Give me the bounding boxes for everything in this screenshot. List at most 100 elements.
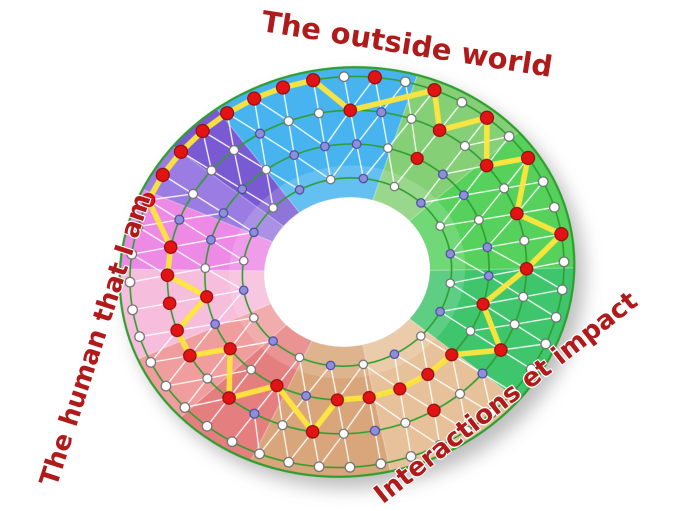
mesh-edge: [514, 323, 547, 345]
node-white: [277, 420, 288, 431]
mesh-edge: [368, 397, 406, 424]
mesh-edge: [233, 149, 267, 171]
node-purple: [237, 184, 248, 195]
mesh-edge: [449, 219, 480, 255]
node-white: [540, 338, 552, 350]
mesh-edge: [170, 239, 212, 248]
node-white: [283, 456, 295, 468]
node-purple: [301, 390, 311, 401]
mesh-edge: [165, 377, 208, 387]
node-red: [479, 110, 495, 125]
node-purple: [358, 173, 369, 184]
sector-green-light: [372, 74, 519, 221]
node-purple: [249, 408, 260, 419]
node-white: [416, 331, 426, 341]
mesh-edge: [204, 267, 245, 291]
node-white: [226, 436, 238, 448]
node-white: [537, 176, 549, 188]
mesh-edge: [184, 397, 230, 409]
mesh-edge: [214, 289, 245, 325]
mesh-edge: [487, 246, 527, 270]
sector-divider: [120, 268, 265, 272]
mesh-edge: [481, 373, 493, 414]
mesh-edge: [514, 316, 557, 325]
mesh-edge: [223, 212, 255, 233]
node-white: [518, 291, 529, 302]
node-white: [126, 248, 138, 260]
mesh-edge: [500, 343, 546, 351]
mesh-edge: [404, 422, 412, 457]
donut-group: [118, 66, 576, 478]
node-white: [160, 380, 172, 392]
mesh-edge: [380, 112, 389, 149]
node-white: [179, 402, 191, 413]
node-purple: [369, 425, 381, 436]
node-purple: [249, 227, 259, 238]
node-white: [325, 174, 336, 185]
mesh-edge: [439, 303, 484, 313]
node-white: [358, 359, 369, 370]
node-white: [549, 201, 560, 213]
node-red: [343, 103, 358, 118]
node-red: [476, 297, 490, 311]
mesh-edge: [330, 143, 358, 181]
mesh-edge: [253, 413, 261, 454]
node-white: [228, 145, 240, 156]
node-white: [188, 188, 199, 200]
node-white: [556, 284, 568, 296]
mesh-edge: [287, 121, 295, 156]
mesh-edge: [478, 187, 505, 221]
mesh-edge: [336, 363, 364, 401]
node-red: [427, 403, 441, 418]
mesh-edge: [440, 219, 479, 227]
mesh-edge: [318, 113, 326, 147]
mesh-edge: [210, 231, 255, 241]
node-purple: [389, 349, 400, 360]
mesh-edge: [265, 169, 300, 191]
mesh-edge: [487, 240, 525, 248]
mesh-edge: [179, 219, 212, 241]
mesh-edge: [305, 365, 332, 397]
mesh-edge: [463, 187, 505, 196]
node-white: [465, 326, 476, 336]
mesh-edge: [450, 246, 488, 255]
node-purple: [376, 107, 387, 118]
node-white: [400, 417, 411, 428]
node-red: [432, 123, 447, 138]
node-purple: [210, 319, 221, 329]
node-white: [550, 311, 562, 323]
node-red: [427, 83, 442, 98]
node-white: [485, 407, 497, 419]
sector-divider: [429, 267, 575, 271]
sector-green: [409, 131, 575, 271]
sector-rose-light: [137, 303, 287, 418]
node-red: [141, 193, 156, 208]
mesh-edge: [442, 145, 466, 175]
mesh-edge: [150, 329, 178, 363]
sector-divider: [216, 108, 300, 213]
node-white: [507, 386, 519, 398]
mesh-edge: [482, 296, 524, 305]
node-red: [306, 73, 321, 88]
mesh-edge: [439, 311, 471, 332]
node-white: [145, 356, 157, 368]
node-red: [200, 290, 214, 304]
node-white: [399, 76, 411, 88]
mesh-edge: [148, 193, 194, 201]
node-white: [124, 276, 136, 288]
mesh-edge: [451, 354, 461, 394]
mesh-edge: [387, 118, 412, 149]
mesh-edge: [324, 109, 351, 147]
node-purple: [483, 270, 494, 281]
node-white: [375, 458, 387, 470]
node-purple: [289, 150, 300, 160]
node-white: [294, 352, 305, 363]
node-purple: [294, 184, 305, 195]
node-purple: [254, 128, 266, 139]
node-red: [173, 144, 189, 159]
node-red: [155, 167, 170, 183]
node-white: [206, 165, 217, 176]
mesh-edge: [259, 133, 267, 170]
mesh-edge: [404, 81, 413, 119]
node-red: [330, 393, 344, 407]
